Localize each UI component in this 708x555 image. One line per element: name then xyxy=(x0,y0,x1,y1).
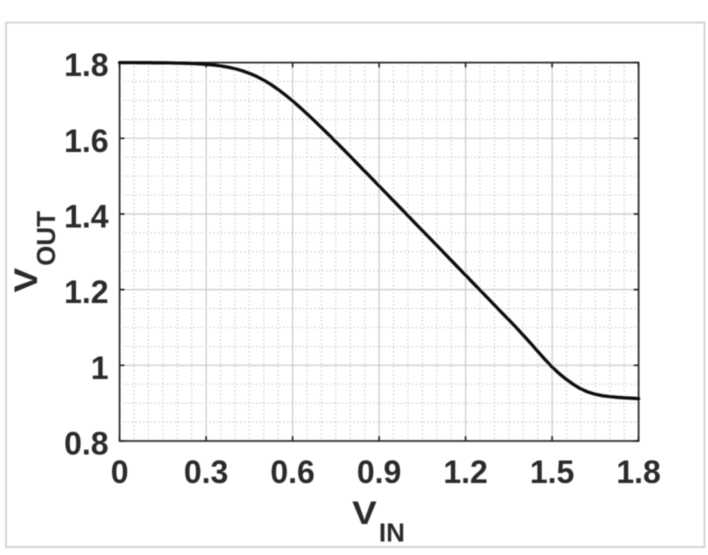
svg-text:0.8: 0.8 xyxy=(64,426,108,462)
svg-text:0.3: 0.3 xyxy=(184,454,228,490)
svg-text:1.6: 1.6 xyxy=(64,123,108,159)
svg-text:1.2: 1.2 xyxy=(64,274,108,310)
svg-text:1.4: 1.4 xyxy=(64,199,109,235)
svg-text:1.5: 1.5 xyxy=(530,454,574,490)
svg-text:V: V xyxy=(8,267,44,292)
svg-text:IN: IN xyxy=(379,517,405,547)
svg-text:OUT: OUT xyxy=(31,211,61,266)
svg-text:1: 1 xyxy=(91,350,109,386)
svg-text:0.6: 0.6 xyxy=(270,454,314,490)
svg-text:1.8: 1.8 xyxy=(64,47,108,83)
svg-text:1.2: 1.2 xyxy=(443,454,487,490)
svg-text:V: V xyxy=(352,495,377,531)
svg-text:0: 0 xyxy=(111,454,129,490)
svg-text:1.8: 1.8 xyxy=(616,454,660,490)
svg-text:0.9: 0.9 xyxy=(357,454,401,490)
